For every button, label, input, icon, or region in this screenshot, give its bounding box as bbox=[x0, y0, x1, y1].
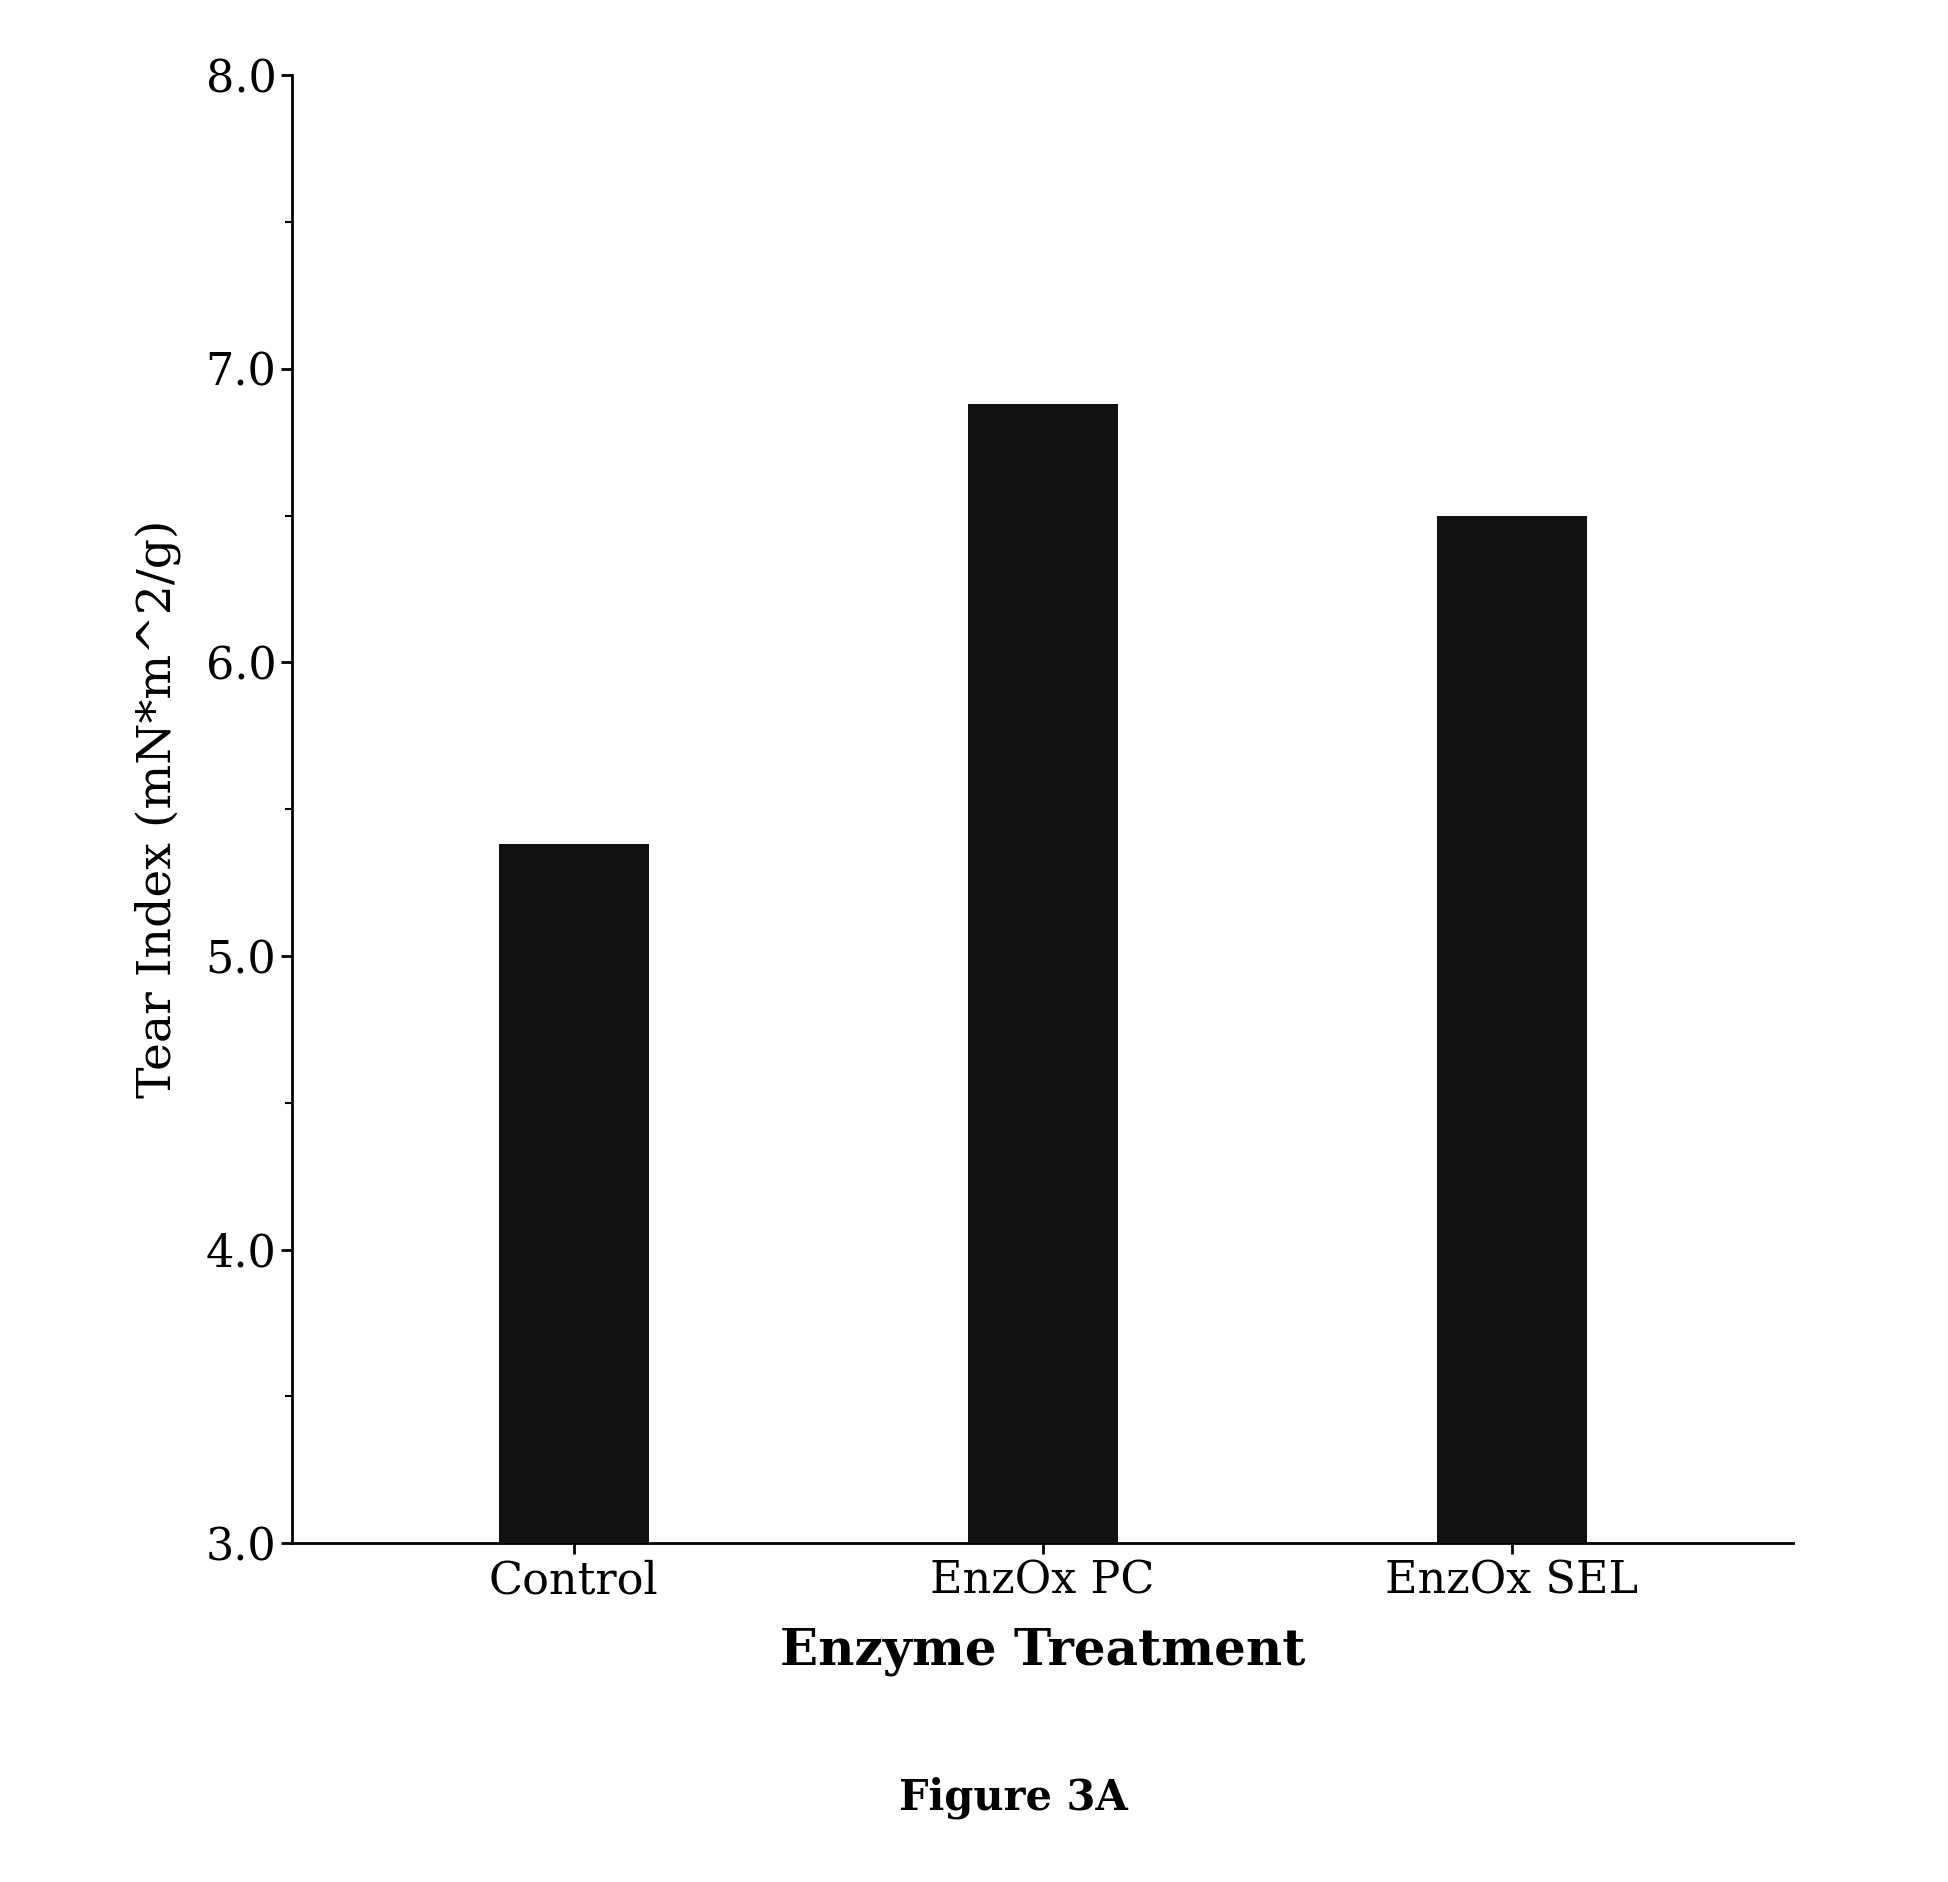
Y-axis label: Tear Index (mN*m^2/g): Tear Index (mN*m^2/g) bbox=[134, 519, 181, 1099]
Text: Figure 3A: Figure 3A bbox=[898, 1777, 1128, 1818]
Bar bbox=[499, 845, 649, 1543]
Bar bbox=[968, 405, 1118, 1543]
Bar bbox=[1436, 516, 1586, 1543]
X-axis label: Enzyme Treatment: Enzyme Treatment bbox=[779, 1628, 1305, 1677]
